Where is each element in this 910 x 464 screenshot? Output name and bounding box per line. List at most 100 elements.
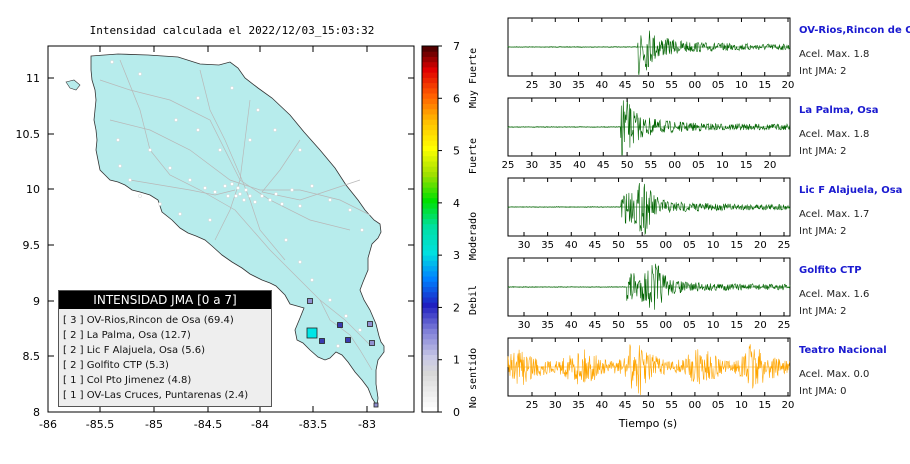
trace-tick-label: 00 — [659, 320, 672, 331]
trace-tick-label: 35 — [541, 240, 554, 251]
station-name: Lic F Alajuela, Osa — [799, 185, 902, 196]
station-marker — [367, 321, 373, 327]
trace-panel: 30 35 40 45 50 55 00 05 10 15 20 25 Lic F Alajuela, … — [507, 177, 902, 251]
map-x-tick-label: -83.5 — [299, 418, 327, 431]
trace-tick-label: 25 — [526, 400, 539, 411]
map-y-tick-label: 10 — [26, 183, 40, 196]
trace-tick-label: 40 — [565, 320, 578, 331]
map-x-tick-label: -85 — [145, 418, 163, 431]
station-name: Teatro Nacional — [799, 345, 887, 356]
trace-tick-label: 40 — [595, 80, 608, 91]
intensity-colorbar: 7 6 5 4 3 2 1 0 Muy Fuerte Fuerte Moderado Debil No… — [421, 40, 479, 419]
trace-tick-label: 45 — [589, 320, 602, 331]
station-name: Golfito CTP — [799, 265, 862, 276]
colorbar-category-label: Fuerte — [468, 138, 479, 174]
station-marker — [369, 340, 375, 346]
trace-tick-label: 50 — [642, 400, 655, 411]
trace-tick-label: 10 — [735, 80, 748, 91]
colorbar-tick-label: 2 — [453, 301, 460, 314]
town-markers — [110, 60, 364, 348]
trace-tick-label: 05 — [712, 80, 725, 91]
trace-tick-label: 15 — [758, 80, 771, 91]
trace-tick-label: 20 — [764, 160, 777, 171]
trace-tick-label: 10 — [716, 160, 729, 171]
trace-tick-label: 55 — [645, 160, 658, 171]
trace-panel: 25 30 35 40 45 50 55 00 05 10 15 20 La Palma, Osa Ace… — [502, 97, 879, 171]
waveform — [507, 98, 791, 156]
trace-tick-label: 05 — [712, 400, 725, 411]
colorbar-category-label: Moderado — [468, 212, 479, 260]
trace-tick-label: 10 — [735, 400, 748, 411]
trace-tick-label: 25 — [778, 240, 791, 251]
costa-rica-land — [65, 53, 385, 408]
map-y-tick-label: 10.5 — [16, 128, 41, 141]
map-y-axis: 11 10.5 10 9.5 9 8.5 8 — [16, 72, 414, 419]
colorbar-tick-label: 0 — [453, 406, 460, 419]
station-accel: Acel. Max. 1.7 — [799, 209, 869, 220]
map-x-tick-label: -85.5 — [86, 418, 114, 431]
legend-item: [ 2 ] Golfito CTP (5.3) — [63, 360, 169, 371]
trace-tick-label: 00 — [668, 160, 681, 171]
trace-tick-label: 55 — [665, 400, 678, 411]
trace-tick-label: 45 — [619, 400, 632, 411]
station-marker — [306, 327, 318, 339]
station-name: OV-Rios,Rincon de Osa — [799, 25, 910, 36]
trace-tick-label: 30 — [549, 80, 562, 91]
legend-item: [ 1 ] OV-Las Cruces, Puntarenas (2.4) — [63, 390, 249, 401]
trace-tick-label: 05 — [692, 160, 705, 171]
station-marker — [307, 298, 313, 304]
colorbar-tick-label: 1 — [453, 354, 460, 367]
trace-panel: 25 30 35 40 45 50 55 00 05 10 15 20 Teatro Nacional A… — [507, 337, 887, 411]
trace-tick-label: 30 — [518, 320, 531, 331]
station-accel: Acel. Max. 1.6 — [799, 289, 869, 300]
trace-tick-label: 15 — [758, 400, 771, 411]
map-x-tick-label: -84 — [251, 418, 269, 431]
legend-item: [ 3 ] OV-Rios,Rincon de Osa (69.4) — [63, 315, 234, 326]
trace-tick-label: 45 — [597, 160, 610, 171]
station-jma: Int JMA: 0 — [799, 386, 847, 397]
trace-tick-label: 50 — [642, 80, 655, 91]
trace-tick-label: 55 — [636, 240, 649, 251]
waveform — [507, 263, 791, 310]
trace-tick-label: 20 — [754, 240, 767, 251]
trace-tick-label: 15 — [740, 160, 753, 171]
legend-title: INTENSIDAD JMA [0 a 7] — [59, 291, 271, 309]
road-network — [99, 59, 373, 371]
map-y-tick-label: 11 — [26, 72, 40, 85]
trace-tick-label: 40 — [573, 160, 586, 171]
trace-tick-label: 00 — [689, 80, 702, 91]
trace-tick-label: 25 — [502, 160, 515, 171]
trace-tick-label: 20 — [754, 320, 767, 331]
traces-x-label: Tiempo (s) — [618, 417, 677, 430]
trace-tick-label: 25 — [778, 320, 791, 331]
map-y-tick-label: 9.5 — [23, 239, 41, 252]
map-x-tick-label: -86 — [39, 418, 57, 431]
legend-item: [ 2 ] La Palma, Osa (12.7) — [63, 330, 191, 341]
legend-item: [ 1 ] Col Pto Jimenez (4.8) — [63, 375, 192, 386]
colorbar-tick-label: 7 — [453, 40, 460, 53]
station-jma: Int JMA: 2 — [799, 306, 847, 317]
map-title: Intensidad calculada el 2022/12/03_15:03… — [90, 24, 375, 37]
station-accel: Acel. Max. 1.8 — [799, 129, 869, 140]
trace-tick-label: 10 — [707, 320, 720, 331]
map-y-tick-label: 8 — [33, 406, 40, 419]
station-jma: Int JMA: 2 — [799, 66, 847, 77]
map-x-tick-label: -84.5 — [194, 418, 222, 431]
trace-tick-label: 35 — [549, 160, 562, 171]
station-accel: Acel. Max. 1.8 — [799, 49, 869, 60]
colorbar-tick-label: 5 — [453, 145, 460, 158]
trace-tick-label: 40 — [565, 240, 578, 251]
trace-tick-label: 20 — [782, 400, 795, 411]
trace-tick-label: 55 — [665, 80, 678, 91]
trace-tick-label: 35 — [541, 320, 554, 331]
trace-tick-label: 50 — [621, 160, 634, 171]
waveform-panels: 25 30 35 40 45 50 55 00 05 10 15 20 OV-Rios,Rincon d… — [502, 17, 910, 411]
colorbar-tick-label: 4 — [453, 197, 460, 210]
waveform — [507, 182, 791, 236]
station-jma: Int JMA: 2 — [799, 146, 847, 157]
waveform — [507, 30, 791, 76]
station-marker — [319, 338, 325, 344]
station-name: La Palma, Osa — [799, 105, 879, 116]
trace-tick-label: 50 — [612, 240, 625, 251]
